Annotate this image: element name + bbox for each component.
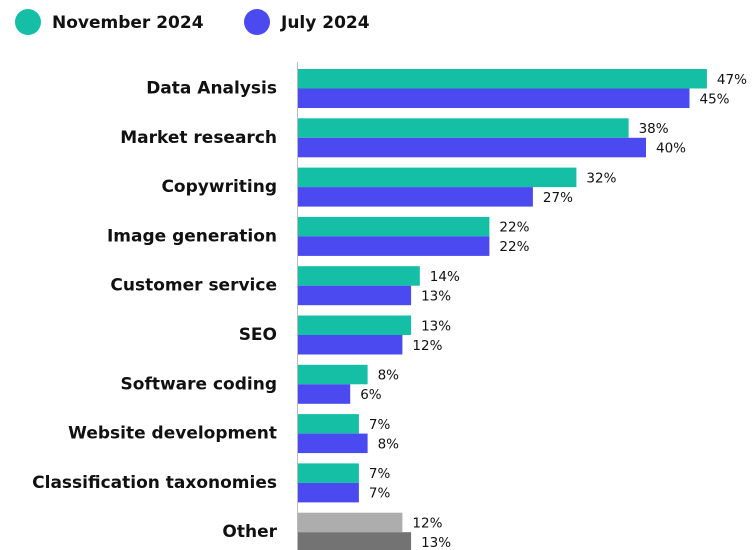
bar: [298, 512, 403, 533]
bar: [298, 88, 690, 108]
bar: [298, 266, 420, 286]
legend-swatch: [244, 9, 270, 35]
category-label: Copywriting: [161, 177, 277, 197]
value-label: 38%: [639, 121, 669, 137]
bar: [298, 315, 412, 335]
value-label: 12%: [412, 515, 442, 531]
category-label: Website development: [68, 424, 277, 444]
bar: [298, 482, 359, 503]
bar: [298, 216, 490, 237]
value-label: 45%: [700, 91, 730, 107]
bar: [298, 118, 629, 138]
category-label: Data Analysis: [146, 79, 277, 99]
value-label: 47%: [717, 72, 747, 88]
bar: [298, 335, 403, 355]
category-label: Software coding: [121, 374, 277, 394]
bar: [298, 384, 351, 404]
bar: [298, 532, 412, 550]
category-label: Customer service: [110, 276, 277, 296]
value-label: 6%: [360, 387, 382, 403]
value-label: 32%: [586, 170, 616, 186]
value-label: 7%: [369, 486, 391, 502]
bar: [298, 236, 490, 256]
bar: [298, 285, 412, 306]
value-label: 13%: [421, 535, 451, 550]
category-label: Market research: [120, 128, 277, 148]
value-label: 7%: [369, 466, 391, 482]
bar: [298, 364, 368, 385]
bar: [298, 187, 533, 207]
legend-label: July 2024: [280, 13, 370, 33]
legend-label: November 2024: [52, 13, 204, 33]
value-label: 8%: [378, 436, 400, 452]
value-label: 22%: [499, 220, 529, 236]
category-label: Classification taxonomies: [32, 473, 277, 493]
bar: [298, 433, 368, 454]
category-label: Image generation: [107, 226, 277, 246]
bar: [298, 167, 577, 188]
value-label: 40%: [656, 141, 686, 157]
bar: [298, 69, 707, 89]
category-label: SEO: [239, 325, 277, 345]
value-label: 13%: [421, 288, 451, 304]
value-label: 12%: [412, 338, 442, 354]
value-label: 14%: [430, 269, 460, 285]
category-label: Other: [222, 522, 277, 542]
value-label: 13%: [421, 318, 451, 334]
value-label: 8%: [378, 368, 400, 384]
legend-swatch: [15, 9, 41, 35]
bar: [298, 137, 646, 158]
bar: [298, 463, 359, 483]
value-label: 27%: [543, 190, 573, 206]
value-label: 7%: [369, 417, 391, 433]
bar: [298, 414, 359, 434]
value-label: 22%: [499, 239, 529, 255]
